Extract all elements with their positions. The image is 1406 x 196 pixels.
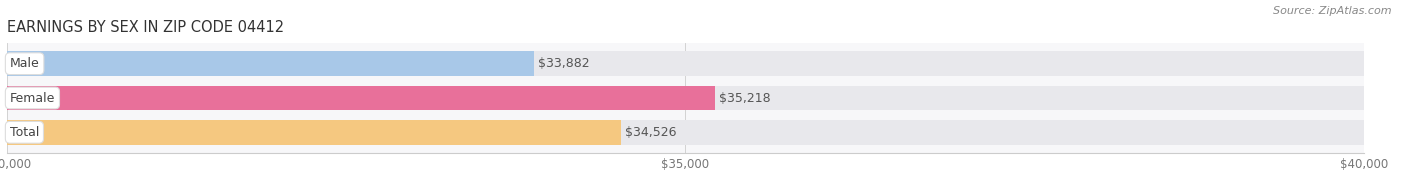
Text: Female: Female [10,92,55,104]
Bar [7,86,716,110]
Bar [7,51,534,76]
Bar [7,86,1364,110]
Text: Source: ZipAtlas.com: Source: ZipAtlas.com [1274,6,1392,16]
Text: EARNINGS BY SEX IN ZIP CODE 04412: EARNINGS BY SEX IN ZIP CODE 04412 [7,20,284,35]
Text: $34,526: $34,526 [626,126,676,139]
Bar [7,51,1364,76]
Bar [7,120,1364,145]
Bar [7,120,621,145]
Text: $33,882: $33,882 [538,57,589,70]
Text: $35,218: $35,218 [718,92,770,104]
Text: Male: Male [10,57,39,70]
Text: Total: Total [10,126,39,139]
